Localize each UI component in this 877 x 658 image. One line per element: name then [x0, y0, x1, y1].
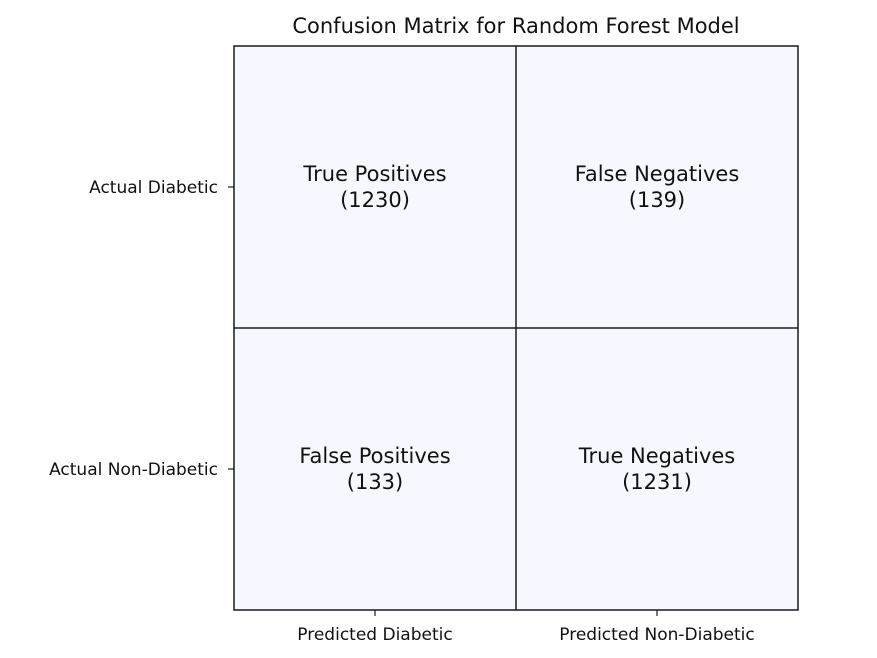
matrix-grid — [233, 45, 799, 611]
cell-label-false-positives: False Positives — [299, 444, 450, 468]
chart-title: Confusion Matrix for Random Forest Model — [292, 14, 739, 38]
cell-value-false-negatives: (139) — [629, 188, 685, 212]
cell-label-false-negatives: False Negatives — [575, 162, 740, 186]
cell-value-true-positives: (1230) — [340, 188, 410, 212]
axis-ticks: Predicted Diabetic Predicted Non-Diabetic… — [49, 178, 755, 645]
y-tick-label: Actual Diabetic — [89, 178, 218, 198]
cell-label-true-negatives: True Negatives — [578, 444, 735, 468]
cell-false-positives — [234, 328, 516, 610]
x-tick-label: Predicted Diabetic — [297, 625, 452, 645]
cell-value-false-positives: (133) — [347, 470, 403, 494]
cell-false-negatives — [516, 46, 798, 328]
cell-label-true-positives: True Positives — [302, 162, 446, 186]
x-tick-label: Predicted Non-Diabetic — [559, 625, 754, 645]
cell-true-negatives — [516, 328, 798, 610]
cell-true-positives — [234, 46, 516, 328]
matrix-cells: True Positives(1230) False Negatives(139)… — [234, 46, 798, 610]
y-tick-label: Actual Non-Diabetic — [49, 460, 218, 480]
cell-value-true-negatives: (1231) — [622, 470, 692, 494]
